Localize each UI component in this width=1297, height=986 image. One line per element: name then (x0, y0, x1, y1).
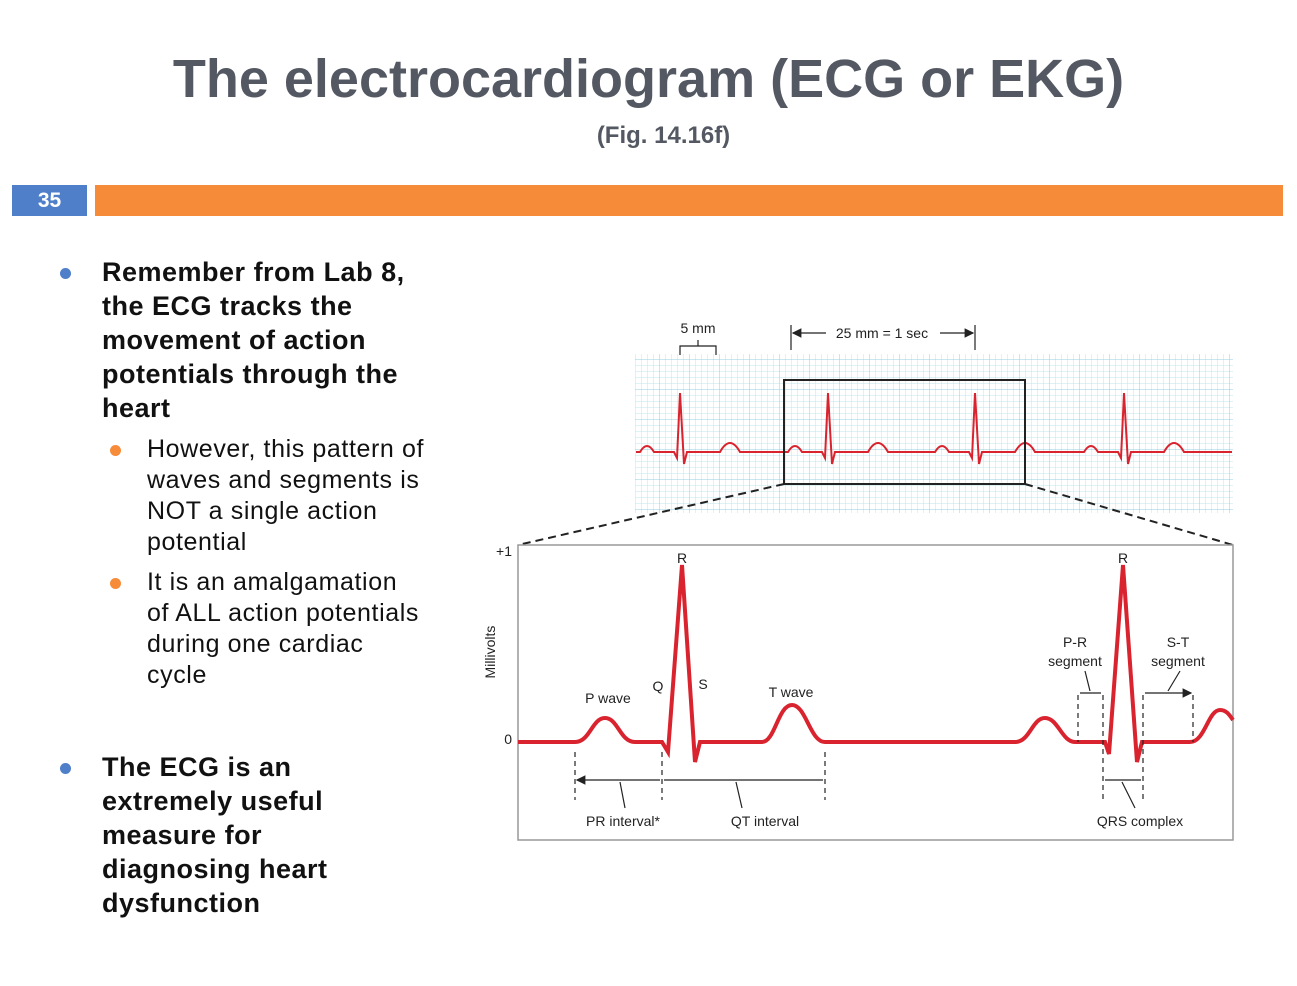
bullet-text: The ECG is an (102, 752, 292, 782)
slide-number: 35 (12, 185, 87, 216)
label: 0 (504, 731, 512, 747)
label: T wave (769, 684, 814, 700)
zoom-box (783, 379, 1026, 485)
sub-bullet-text: of ALL action potentials (147, 599, 419, 627)
sub-bullet-text: waves and segments is (147, 466, 420, 494)
sub-bullet-dot (110, 445, 121, 456)
label: segment (1151, 653, 1205, 669)
label: PR interval* (586, 813, 660, 829)
ecg-grid (635, 354, 1233, 513)
sub-bullet-dot (110, 578, 121, 589)
sub-bullet-text: However, this pattern of (147, 435, 425, 463)
label: S (698, 676, 707, 692)
label: S-T (1167, 634, 1190, 650)
axis-label: Millivolts (482, 626, 498, 679)
label: 5 mm (681, 320, 716, 336)
subtitle: (Fig. 14.16f) (596, 122, 731, 149)
sub-bullet-text: It is an amalgamation (147, 568, 398, 596)
sub-bullet-text: NOT a single action (147, 497, 378, 525)
ecg-strip-trace (636, 392, 1232, 465)
sub-bullet-text: cycle (147, 661, 207, 689)
label: P-R (1063, 634, 1087, 650)
label: QT interval (731, 813, 799, 829)
zoom-lines (517, 483, 1234, 546)
header-bar (95, 185, 1283, 216)
bullet-text: measure for (102, 820, 263, 850)
bullet-dot (60, 763, 71, 774)
label: segment (1048, 653, 1102, 669)
sub-bullet-text: during one cardiac (147, 630, 364, 658)
bullet-text: dysfunction (102, 888, 261, 918)
bullet-text: movement of action (102, 325, 367, 355)
label: P wave (585, 690, 631, 706)
sub-bullet-text: potential (147, 528, 247, 556)
label: 25 mm = 1 sec (836, 325, 928, 341)
label: R (677, 550, 687, 566)
label: Q (653, 678, 664, 694)
bullet-text: the ECG tracks the (102, 291, 353, 321)
label: R (1118, 550, 1128, 566)
bullet-text: Remember from Lab 8, (102, 257, 405, 287)
label: +1 (496, 543, 512, 559)
bullet-text: heart (102, 393, 171, 423)
annotation-lines (575, 325, 1193, 809)
label: QRS complex (1097, 813, 1183, 829)
bullet-text: diagnosing heart (102, 854, 328, 884)
title: The electrocardiogram (ECG or EKG) (172, 49, 1125, 109)
bullet-text: extremely useful (102, 786, 324, 816)
bullet-text: potentials through the (102, 359, 398, 389)
bullet-dot (60, 268, 71, 279)
